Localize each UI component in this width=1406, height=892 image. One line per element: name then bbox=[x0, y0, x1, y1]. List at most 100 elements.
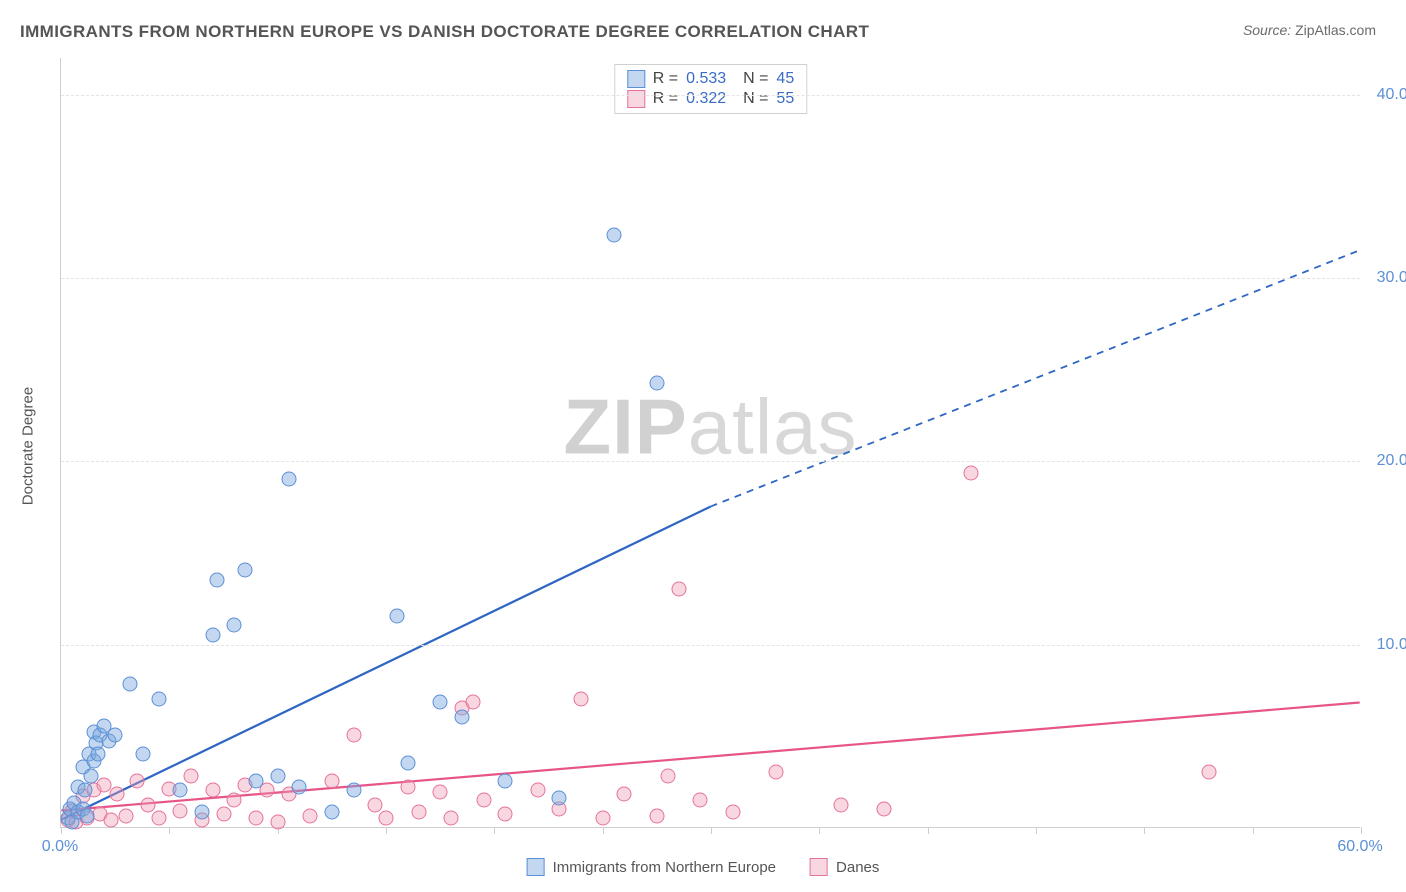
legend-label-blue: Immigrants from Northern Europe bbox=[553, 859, 776, 876]
legend-item-pink: Danes bbox=[810, 858, 879, 876]
scatter-point bbox=[129, 774, 144, 789]
grid-line bbox=[61, 95, 1360, 96]
scatter-point bbox=[433, 785, 448, 800]
chart-title: IMMIGRANTS FROM NORTHERN EUROPE VS DANIS… bbox=[20, 22, 869, 42]
scatter-point bbox=[368, 798, 383, 813]
scatter-point bbox=[205, 783, 220, 798]
scatter-point bbox=[465, 695, 480, 710]
y-tick-label: 40.0% bbox=[1377, 86, 1406, 104]
legend-swatch-blue-icon bbox=[527, 858, 545, 876]
scatter-point bbox=[140, 798, 155, 813]
scatter-point bbox=[270, 814, 285, 829]
y-axis-label: Doctorate Degree bbox=[20, 387, 37, 505]
trend-lines-svg bbox=[61, 58, 1360, 827]
scatter-point bbox=[110, 787, 125, 802]
scatter-point bbox=[281, 471, 296, 486]
scatter-point bbox=[173, 783, 188, 798]
x-tick bbox=[819, 827, 820, 834]
scatter-point bbox=[227, 618, 242, 633]
scatter-point bbox=[725, 805, 740, 820]
scatter-point bbox=[964, 466, 979, 481]
x-tick bbox=[928, 827, 929, 834]
x-tick bbox=[1036, 827, 1037, 834]
x-tick bbox=[603, 827, 604, 834]
scatter-point bbox=[151, 691, 166, 706]
x-tick bbox=[1253, 827, 1254, 834]
scatter-point bbox=[108, 728, 123, 743]
scatter-point bbox=[210, 572, 225, 587]
trend-line-dashed bbox=[711, 250, 1360, 506]
scatter-point bbox=[1202, 765, 1217, 780]
scatter-point bbox=[238, 563, 253, 578]
trend-line-solid bbox=[61, 702, 1359, 810]
x-tick bbox=[386, 827, 387, 834]
scatter-point bbox=[834, 798, 849, 813]
scatter-point bbox=[617, 787, 632, 802]
scatter-point bbox=[530, 783, 545, 798]
scatter-point bbox=[574, 691, 589, 706]
scatter-point bbox=[324, 805, 339, 820]
scatter-point bbox=[90, 746, 105, 761]
scatter-point bbox=[671, 581, 686, 596]
x-tick-min: 0.0% bbox=[42, 838, 78, 856]
scatter-point bbox=[184, 768, 199, 783]
scatter-point bbox=[270, 768, 285, 783]
scatter-point bbox=[649, 809, 664, 824]
scatter-point bbox=[249, 810, 264, 825]
source-label: Source: bbox=[1243, 22, 1291, 38]
y-tick-label: 30.0% bbox=[1377, 269, 1406, 287]
scatter-point bbox=[693, 792, 708, 807]
x-tick bbox=[1361, 827, 1362, 834]
scatter-point bbox=[389, 609, 404, 624]
scatter-point bbox=[80, 809, 95, 824]
scatter-point bbox=[649, 376, 664, 391]
scatter-point bbox=[411, 805, 426, 820]
scatter-point bbox=[119, 809, 134, 824]
scatter-point bbox=[595, 810, 610, 825]
scatter-point bbox=[498, 774, 513, 789]
scatter-point bbox=[123, 677, 138, 692]
scatter-point bbox=[346, 728, 361, 743]
scatter-point bbox=[205, 627, 220, 642]
x-tick bbox=[169, 827, 170, 834]
x-tick bbox=[1144, 827, 1145, 834]
scatter-point bbox=[769, 765, 784, 780]
scatter-point bbox=[400, 779, 415, 794]
scatter-point bbox=[84, 768, 99, 783]
scatter-point bbox=[324, 774, 339, 789]
y-tick-label: 20.0% bbox=[1377, 452, 1406, 470]
x-tick-max: 60.0% bbox=[1337, 838, 1382, 856]
grid-line bbox=[61, 461, 1360, 462]
scatter-point bbox=[877, 801, 892, 816]
scatter-point bbox=[151, 810, 166, 825]
scatter-point bbox=[194, 805, 209, 820]
scatter-point bbox=[606, 227, 621, 242]
legend-item-blue: Immigrants from Northern Europe bbox=[527, 858, 776, 876]
grid-line bbox=[61, 645, 1360, 646]
chart-container: IMMIGRANTS FROM NORTHERN EUROPE VS DANIS… bbox=[0, 0, 1406, 892]
scatter-point bbox=[173, 803, 188, 818]
scatter-point bbox=[379, 810, 394, 825]
scatter-point bbox=[346, 783, 361, 798]
scatter-point bbox=[227, 792, 242, 807]
scatter-point bbox=[498, 807, 513, 822]
scatter-point bbox=[454, 710, 469, 725]
scatter-point bbox=[249, 774, 264, 789]
scatter-point bbox=[136, 746, 151, 761]
legend-swatch-pink-icon bbox=[810, 858, 828, 876]
scatter-point bbox=[292, 779, 307, 794]
x-tick bbox=[494, 827, 495, 834]
trend-line-solid bbox=[61, 507, 710, 820]
source-attribution: Source: ZipAtlas.com bbox=[1243, 22, 1376, 38]
scatter-point bbox=[444, 810, 459, 825]
x-tick bbox=[711, 827, 712, 834]
scatter-point bbox=[303, 809, 318, 824]
scatter-point bbox=[103, 812, 118, 827]
y-tick-label: 10.0% bbox=[1377, 636, 1406, 654]
bottom-legend: Immigrants from Northern Europe Danes bbox=[527, 858, 880, 876]
grid-line bbox=[61, 278, 1360, 279]
scatter-point bbox=[552, 790, 567, 805]
scatter-point bbox=[400, 755, 415, 770]
scatter-point bbox=[77, 783, 92, 798]
scatter-point bbox=[433, 695, 448, 710]
